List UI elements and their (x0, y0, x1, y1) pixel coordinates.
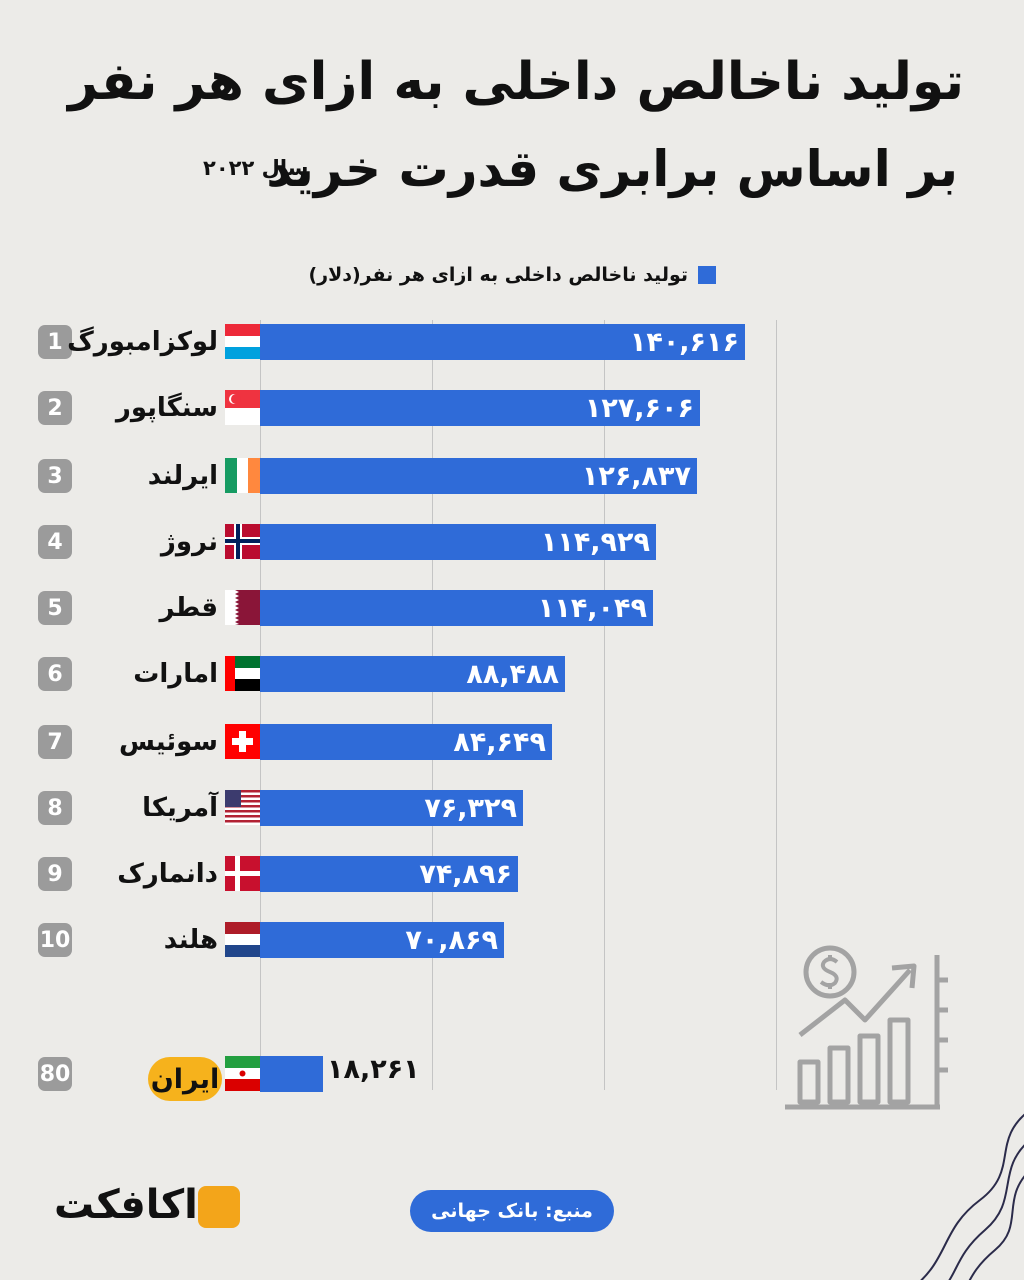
data-label: ۸۴,۶۴۹ (453, 726, 546, 758)
grid-line (260, 320, 261, 1090)
usa-flag (225, 790, 260, 825)
rank-badge: 5 (38, 591, 72, 625)
rank-badge: 1 (38, 325, 72, 359)
rank-badge: 9 (38, 857, 72, 891)
grid-line (776, 320, 777, 1090)
country-label: ایرلند (147, 461, 218, 491)
country-label: سنگاپور (115, 393, 218, 423)
norway-flag (225, 524, 260, 559)
bar: ۸۸,۴۸۸ (260, 656, 565, 692)
growth-chart-icon (785, 945, 948, 1110)
data-label: ۱۱۴,۹۲۹ (540, 526, 650, 558)
rank-badge: 8 (38, 791, 72, 825)
rank-badge: 7 (38, 725, 72, 759)
rank-badge: 10 (38, 923, 72, 957)
source-label: منبع: بانک جهانی (410, 1190, 614, 1232)
country-label: سوئیس (119, 727, 218, 757)
bar: ۷۶,۳۲۹ (260, 790, 523, 826)
data-label: ۸۸,۴۸۸ (466, 658, 559, 690)
data-label: ۱۸,۲۶۱ (327, 1054, 420, 1085)
grid-line (432, 320, 433, 1090)
uae-flag (225, 656, 260, 691)
iran-flag (225, 1056, 260, 1091)
bar: ۱۲۶,۸۳۷ (260, 458, 697, 494)
country-label: قطر (159, 593, 218, 623)
denmark-flag (225, 856, 260, 891)
switzerland-flag (225, 724, 260, 759)
bar: ۱۱۴,۰۴۹ (260, 590, 653, 626)
decorative-waves (920, 1113, 1024, 1280)
rank-badge: 4 (38, 525, 72, 559)
qatar-flag (225, 590, 260, 625)
data-label: ۱۱۴,۰۴۹ (537, 592, 647, 624)
ireland-flag (225, 458, 260, 493)
data-label: ۱۴۰,۶۱۶ (629, 326, 739, 358)
bar: ۸۴,۶۴۹ (260, 724, 552, 760)
rank-badge: 6 (38, 657, 72, 691)
chart-title-line1: تولید ناخالص داخلی به ازای هر نفر (68, 52, 965, 112)
grid-line (604, 320, 605, 1090)
bar: ۱۲۷,۶۰۶ (260, 390, 700, 426)
luxembourg-flag (225, 324, 260, 359)
country-label: دانمارک (117, 859, 218, 889)
chart-title-line2: بر اساس برابری قدرت خرید (266, 140, 959, 198)
logo-mark (198, 1186, 240, 1228)
bar: ۷۰,۸۶۹ (260, 922, 504, 958)
legend-label: تولید ناخالص داخلی به ازای هر نفر(دلار) (308, 264, 688, 286)
country-label: آمریکا (142, 793, 218, 823)
legend-swatch (698, 266, 716, 284)
bar: ۷۴,۸۹۶ (260, 856, 518, 892)
country-label: هلند (163, 925, 218, 955)
bar: ۱۴۰,۶۱۶ (260, 324, 745, 360)
country-label: نروژ (160, 527, 218, 557)
data-label: ۱۲۷,۶۰۶ (584, 392, 694, 424)
rank-badge: 3 (38, 459, 72, 493)
legend: تولید ناخالص داخلی به ازای هر نفر(دلار) (308, 264, 716, 286)
country-label: امارات (133, 659, 218, 689)
logo-text: اکافکت (54, 1182, 200, 1228)
year-label: سال ۲۰۲۲ (203, 156, 309, 180)
country-label: لوکزامبورگ (67, 327, 218, 357)
rank-badge: 80 (38, 1057, 72, 1091)
netherlands-flag (225, 922, 260, 957)
bar (260, 1056, 323, 1092)
data-label: ۷۶,۳۲۹ (424, 792, 517, 824)
rank-badge: 2 (38, 391, 72, 425)
bar: ۱۱۴,۹۲۹ (260, 524, 656, 560)
data-label: ۱۲۶,۸۳۷ (581, 460, 691, 492)
iran-highlight-label: ایران (148, 1057, 222, 1101)
singapore-flag (225, 390, 260, 425)
data-label: ۷۰,۸۶۹ (405, 924, 498, 956)
data-label: ۷۴,۸۹۶ (419, 858, 512, 890)
